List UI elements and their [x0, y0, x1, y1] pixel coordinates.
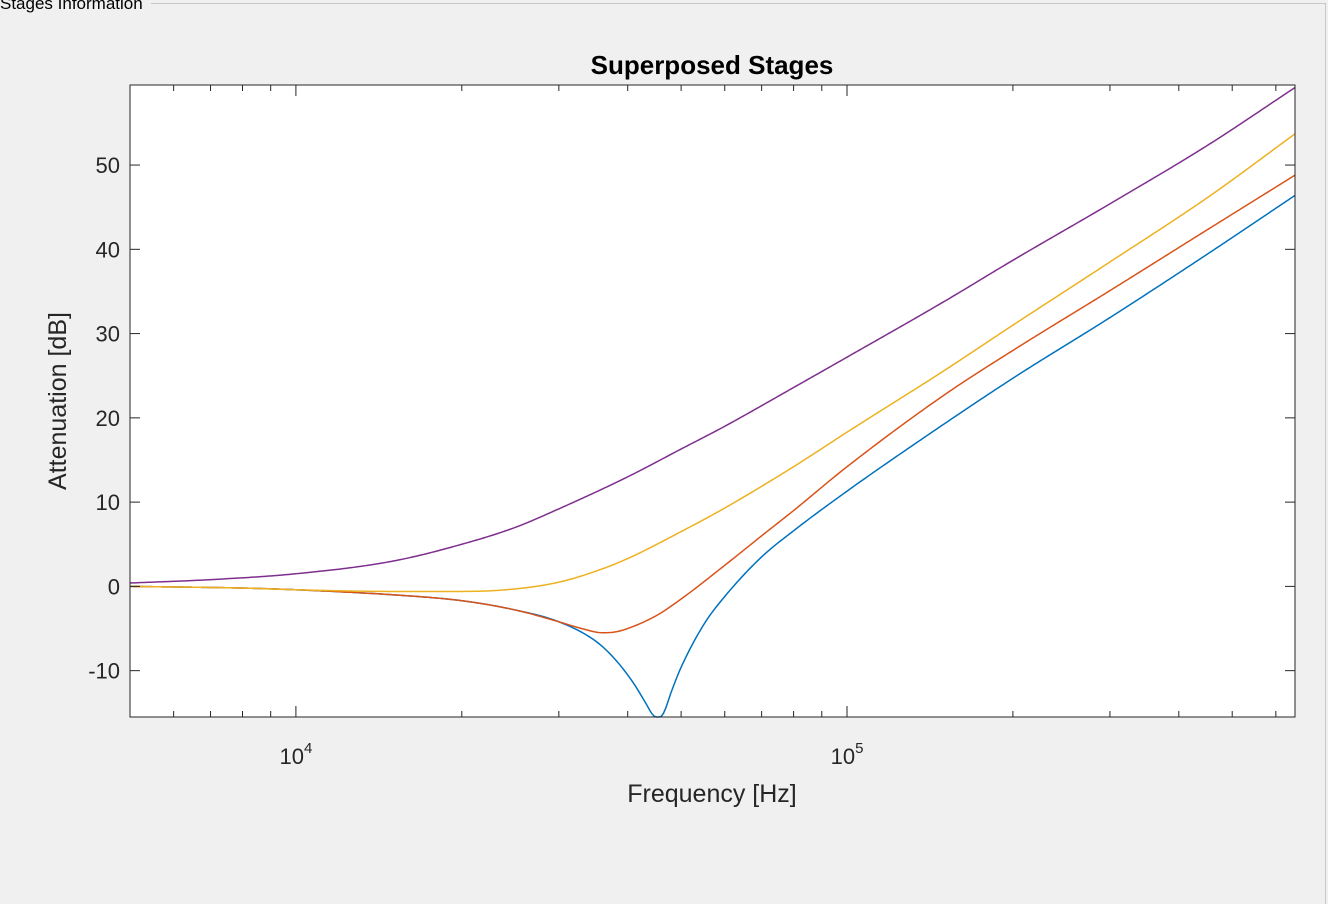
- series-line-4: [129, 86, 1296, 584]
- y-axis-title: Attenuation [dB]: [44, 312, 72, 490]
- y-tick-label: 10: [96, 490, 120, 515]
- x-tick-label: 104: [279, 740, 312, 769]
- panel-frame: [0, 3, 1326, 904]
- y-tick-label: -10: [88, 659, 120, 684]
- y-tick-label: 50: [96, 153, 120, 178]
- chart: -10 0 10 20 30 40 50 104 105 Superposed Stages F…: [44, 50, 1296, 808]
- y-tick-label: 20: [96, 406, 120, 431]
- x-tick-label: 105: [831, 740, 864, 769]
- series-layer: [129, 86, 1296, 718]
- y-tick-label: 30: [96, 322, 120, 347]
- chart-title: Superposed Stages: [591, 50, 834, 80]
- plot-box: [129, 84, 1296, 718]
- ticks-layer: -10 0 10 20 30 40 50 104 105: [88, 85, 1295, 769]
- x-axis-title: Frequency [Hz]: [627, 780, 797, 808]
- y-tick-label: 0: [108, 574, 120, 599]
- panel-title: Stages Information: [0, 0, 151, 14]
- series-line-3: [129, 133, 1296, 593]
- y-tick-label: 40: [96, 237, 120, 262]
- plot-area: [130, 85, 1295, 717]
